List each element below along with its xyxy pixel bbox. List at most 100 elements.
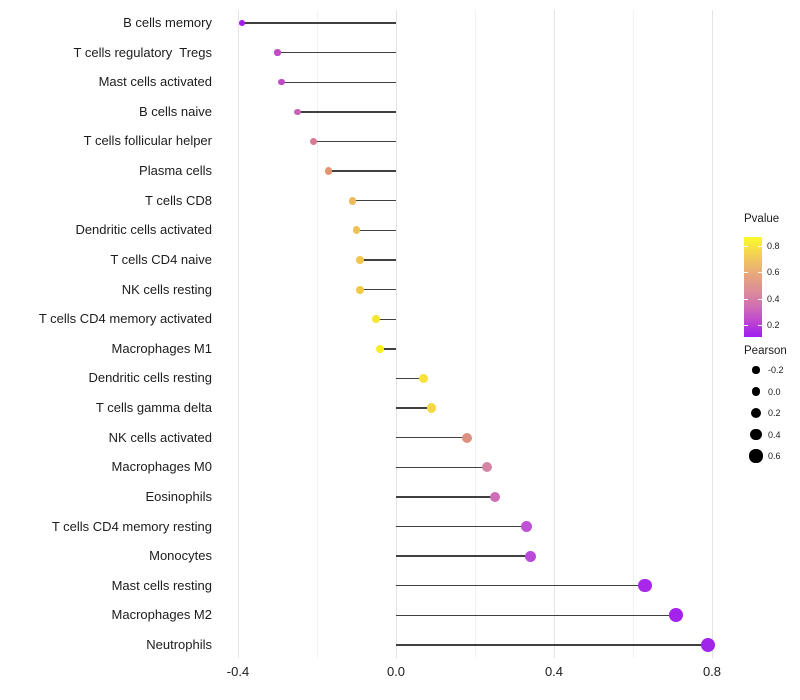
y-axis-tick-label: Eosinophils xyxy=(145,488,213,504)
data-point-dot xyxy=(348,196,357,205)
y-axis-tick-label: Neutrophils xyxy=(146,637,212,653)
data-point-dot xyxy=(293,108,301,116)
major-gridline xyxy=(553,10,555,658)
plot-panel xyxy=(220,10,735,658)
colorbar-tick xyxy=(758,299,762,300)
pearson-legend-title: Pearson xyxy=(744,345,787,357)
y-axis-tick-label: NK cells activated xyxy=(108,429,212,445)
y-axis-tick-label: Mast cells resting xyxy=(111,577,212,593)
size-legend-label: 0.2 xyxy=(768,408,781,418)
y-axis-tick-label: T cells CD4 memory activated xyxy=(38,311,212,327)
size-legend-label: 0.6 xyxy=(768,451,781,461)
size-legend-dot xyxy=(751,387,761,396)
size-legend-dot xyxy=(749,449,763,463)
lollipop-stem xyxy=(328,170,396,172)
major-gridline xyxy=(395,10,397,658)
lollipop-stem xyxy=(396,436,468,439)
data-point-dot xyxy=(489,491,500,503)
lollipop-stem xyxy=(396,614,677,617)
colorbar-tick-label: 0.8 xyxy=(767,241,780,251)
x-axis-tick-label: 0.4 xyxy=(544,664,564,679)
size-legend-label: 0.0 xyxy=(768,386,781,397)
colorbar-tick xyxy=(744,299,748,300)
data-point-dot xyxy=(278,79,285,86)
colorbar-tick xyxy=(758,246,762,247)
colorbar-tick xyxy=(744,272,748,273)
data-point-dot xyxy=(352,226,361,235)
y-axis-tick-label: T cells CD4 naive xyxy=(110,251,212,267)
size-legend-dot xyxy=(750,428,762,441)
lollipop-stem xyxy=(396,466,487,468)
lollipop-stem xyxy=(360,288,396,291)
y-axis-tick-label: B cells naive xyxy=(139,103,212,119)
colorbar-tick xyxy=(758,272,762,273)
data-point-dot xyxy=(700,637,716,653)
lollipop-stem xyxy=(356,229,396,232)
lollipop-stem xyxy=(277,51,396,54)
lollipop-stem xyxy=(396,585,645,587)
y-axis-tick-label: Macrophages M1 xyxy=(111,340,212,356)
data-point-dot xyxy=(462,432,473,443)
data-point-dot xyxy=(669,608,684,623)
data-point-dot xyxy=(419,373,429,383)
lollipop-stem xyxy=(396,496,495,498)
major-gridline xyxy=(711,10,713,658)
y-axis-tick-label: NK cells resting xyxy=(121,281,212,297)
lollipop-stem xyxy=(396,407,432,409)
data-point-dot xyxy=(239,20,245,26)
lollipop-stem xyxy=(313,140,396,143)
data-point-dot xyxy=(356,256,365,264)
colorbar-tick xyxy=(744,246,748,247)
data-point-dot xyxy=(524,550,536,562)
pvalue-colorbar xyxy=(744,237,762,337)
lollipop-stem xyxy=(241,22,396,24)
x-axis-tick-label: -0.4 xyxy=(226,664,250,679)
minor-gridline xyxy=(474,10,476,658)
y-axis-tick-label: Dendritic cells resting xyxy=(88,370,212,386)
y-axis-tick-label: T cells gamma delta xyxy=(95,400,212,416)
data-point-dot xyxy=(325,167,333,175)
data-point-dot xyxy=(638,579,652,593)
size-legend-dot xyxy=(750,407,762,419)
y-axis-tick-label: T cells CD4 memory resting xyxy=(51,518,212,534)
y-axis-tick-label: Dendritic cells activated xyxy=(75,222,212,238)
lollipop-stem xyxy=(376,318,396,320)
lollipop-stem xyxy=(360,259,396,261)
lollipop-stem xyxy=(281,81,396,83)
y-axis-tick-label: Monocytes xyxy=(149,548,212,564)
size-legend-label: 0.4 xyxy=(768,429,781,440)
y-axis-tick-label: Macrophages M2 xyxy=(111,607,212,623)
data-point-dot xyxy=(356,285,365,294)
size-legend-dot xyxy=(752,366,760,374)
colorbar-tick xyxy=(758,325,762,326)
x-axis-tick-label: 0.0 xyxy=(386,664,406,679)
y-axis-tick-label: Plasma cells xyxy=(139,163,212,179)
lollipop-stem xyxy=(396,377,424,380)
major-gridline xyxy=(237,10,239,658)
size-legend-label: -0.2 xyxy=(768,365,784,375)
lollipop-stem xyxy=(297,111,396,113)
pvalue-legend-title: Pvalue xyxy=(744,213,780,225)
minor-gridline xyxy=(632,10,634,658)
lollipop-stem xyxy=(396,555,531,557)
y-axis-tick-label: Mast cells activated xyxy=(98,74,212,90)
lollipop-stem xyxy=(352,200,396,202)
lollipop-stem xyxy=(396,644,709,646)
data-point-dot xyxy=(376,344,385,353)
data-point-dot xyxy=(274,49,281,56)
y-axis-tick-label: Macrophages M0 xyxy=(111,459,212,475)
y-axis-tick-label: B cells memory xyxy=(123,15,212,30)
data-point-dot xyxy=(372,315,381,324)
data-point-dot xyxy=(426,403,437,413)
minor-gridline xyxy=(316,10,318,658)
colorbar-tick-label: 0.4 xyxy=(767,294,780,304)
x-axis-tick-label: 0.8 xyxy=(702,664,722,679)
data-point-dot xyxy=(481,462,493,473)
colorbar-tick xyxy=(744,325,748,326)
colorbar-tick-label: 0.6 xyxy=(767,267,780,277)
data-point-dot xyxy=(520,520,532,533)
lollipop-stem xyxy=(380,348,396,350)
y-axis-tick-label: T cells regulatory Tregs xyxy=(73,44,212,60)
data-point-dot xyxy=(309,137,317,145)
